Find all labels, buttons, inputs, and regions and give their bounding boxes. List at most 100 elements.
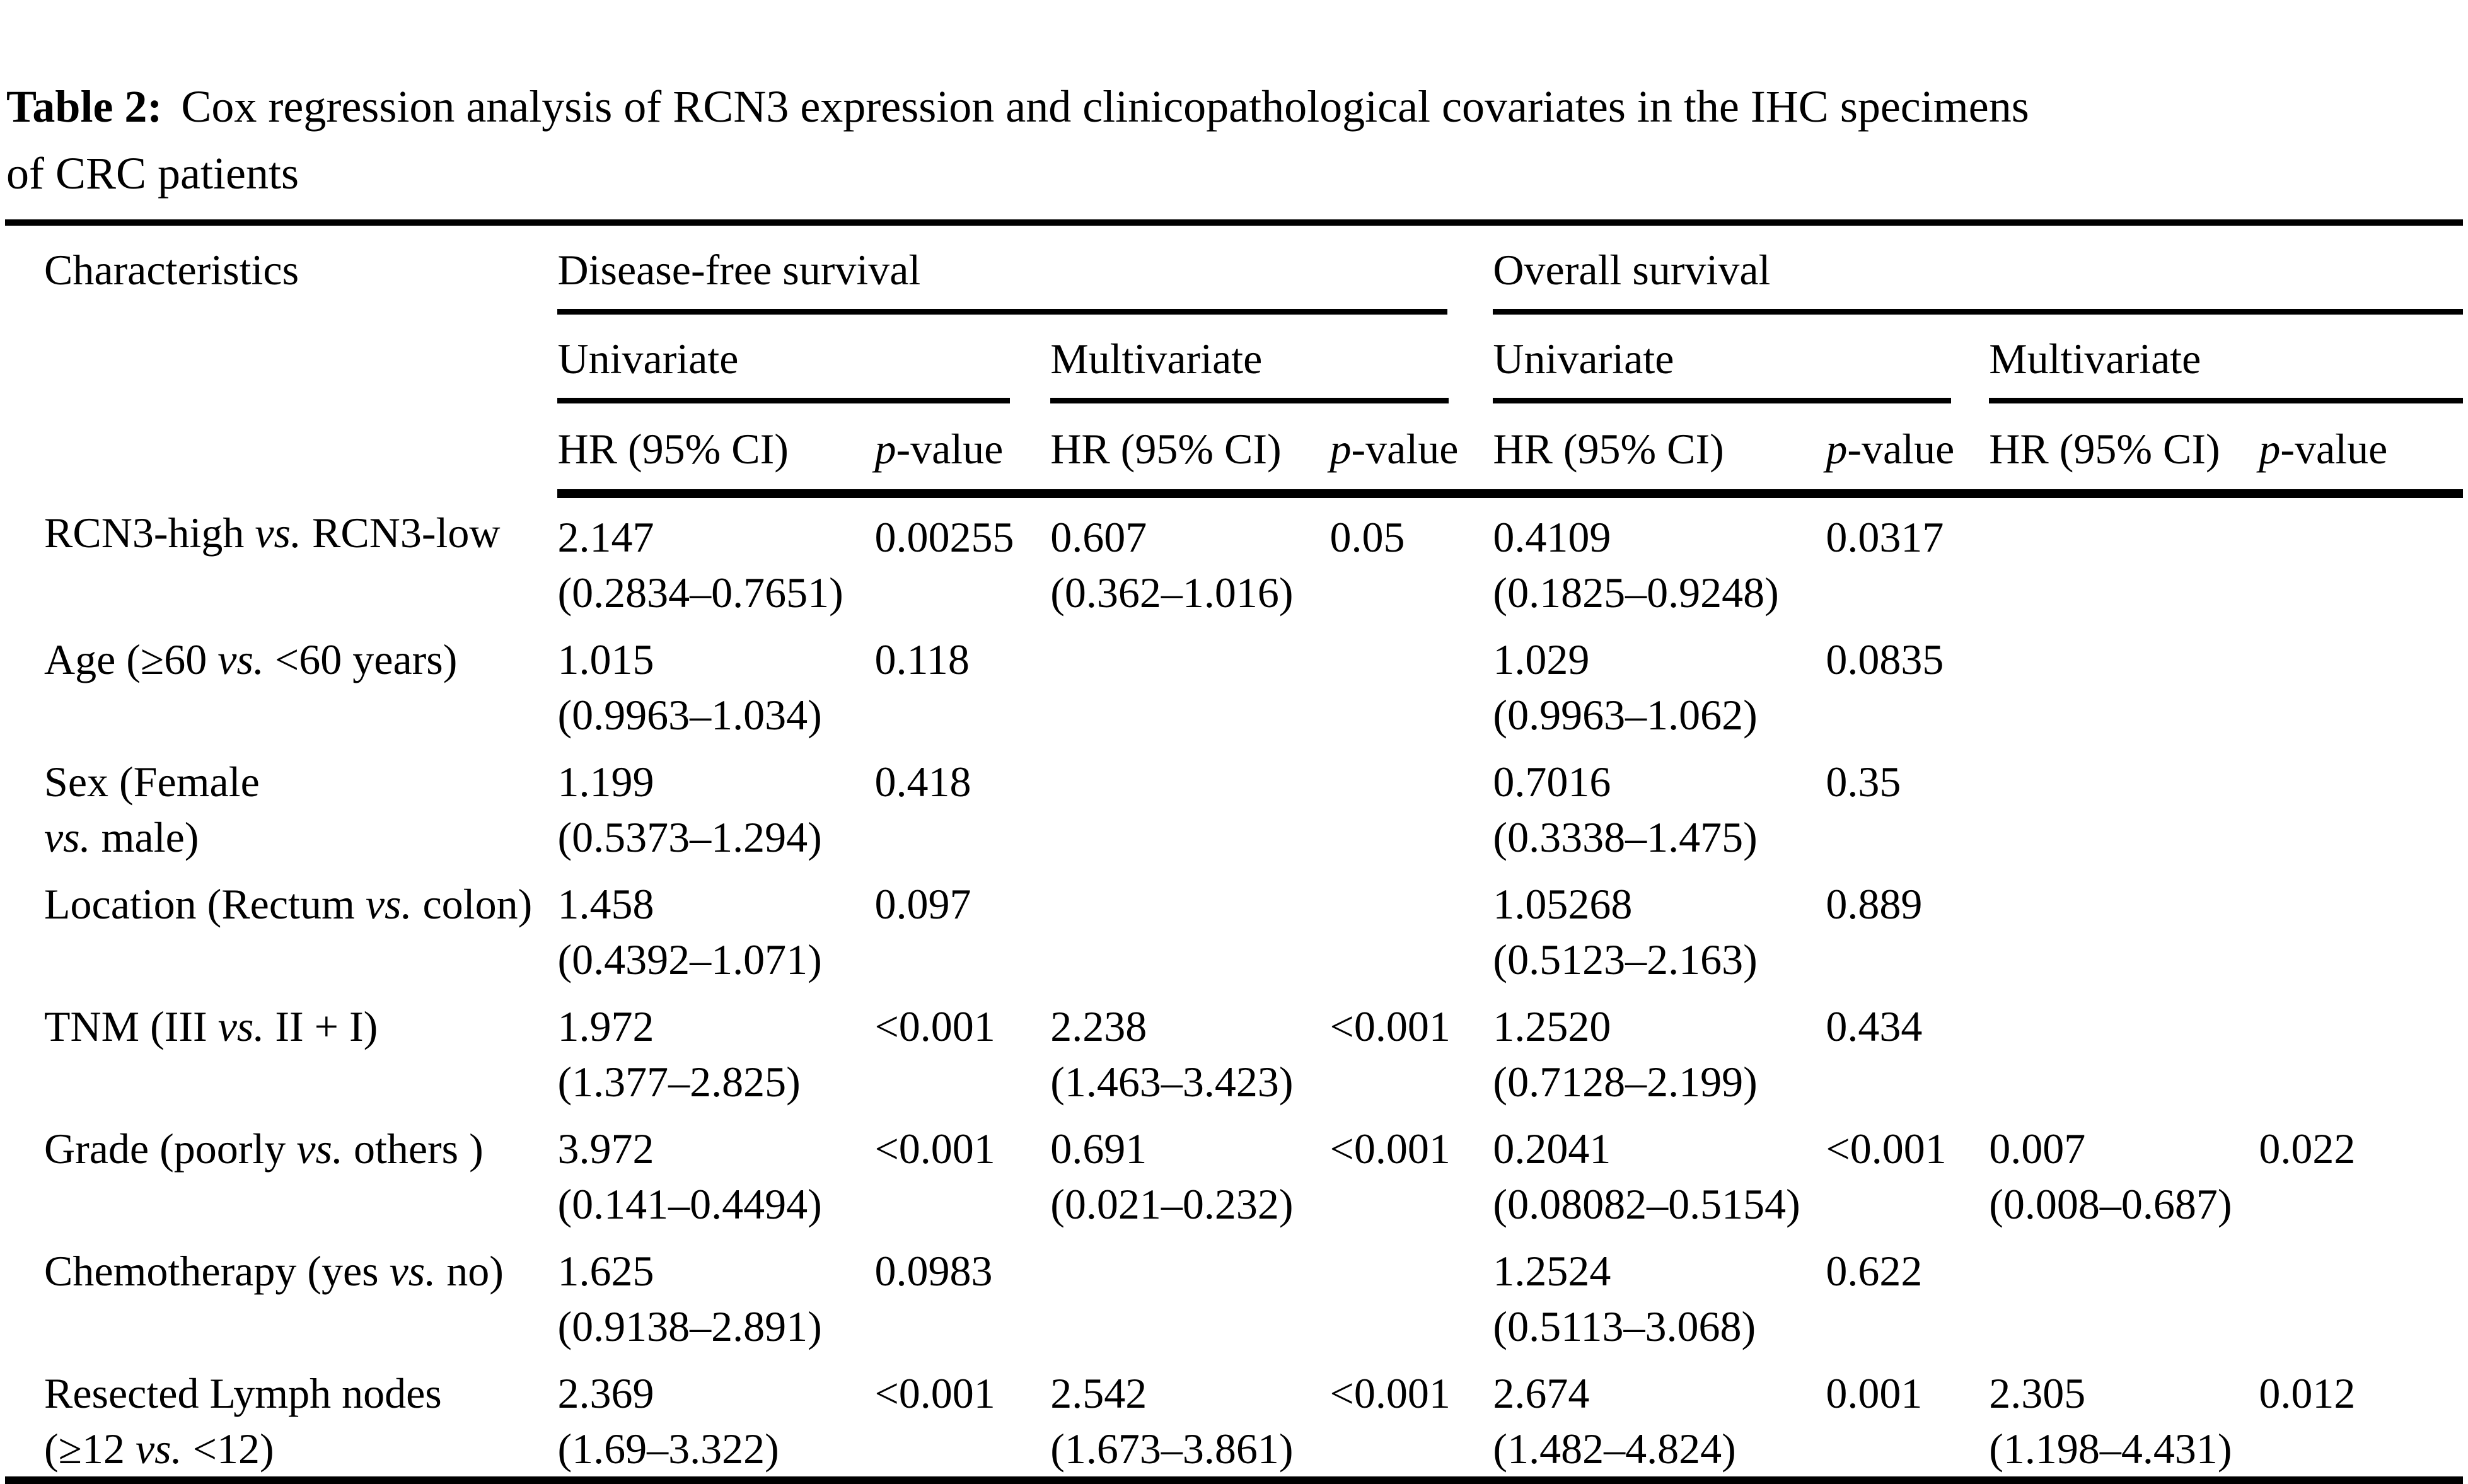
table-row: Grade (poorly vs. others ) 3.972 (0.141–… [5, 1110, 2463, 1232]
characteristic-label: Resected Lymph nodes (≥12 vs. <12) [5, 1354, 557, 1480]
cell-dfs-uni-p: 0.118 [874, 635, 970, 683]
p-suffix: -value [1351, 425, 1459, 473]
label-text: <12) [182, 1425, 274, 1473]
cell-os-uni-p: 0.0835 [1826, 635, 1944, 683]
vs-italic: vs. [135, 1425, 182, 1473]
cell-os-multi-p: 0.012 [2259, 1369, 2356, 1417]
table-row: Sex (Female vs. male) 1.199 (0.5373–1.29… [5, 743, 2463, 865]
label-text: no) [436, 1247, 504, 1295]
cell-os-uni-p: 0.434 [1826, 1002, 1923, 1050]
cell-os-multi-p [2259, 865, 2463, 987]
cell-dfs-multi-hr [1050, 1232, 1330, 1354]
cell-dfs-multi-p [1330, 743, 1493, 865]
label-text: others ) [342, 1125, 484, 1173]
header-row-groups: Characteristics Disease-free survival Ov… [5, 223, 2463, 315]
cell-dfs-multi-hr [1050, 865, 1330, 987]
cell-os-uni-p: 0.622 [1826, 1247, 1923, 1295]
label-text: <60 years) [264, 635, 458, 683]
p-italic: p [1826, 425, 1848, 473]
p-suffix: -value [2280, 425, 2388, 473]
characteristic-label: Age (≥60 vs. <60 years) [5, 620, 557, 743]
cell-dfs-uni-hr: 2.147 (0.2834–0.7651) [557, 513, 843, 617]
cell-dfs-multi-hr [1050, 620, 1330, 743]
cell-dfs-uni-p: <0.001 [874, 1002, 995, 1050]
subgroup-header-dfs-multivariate: Multivariate [1050, 315, 1493, 403]
cell-os-multi-p [2259, 743, 2463, 865]
p-italic: p [1330, 425, 1352, 473]
col-header-os-multi-p: p-value [2259, 403, 2463, 498]
col-header-os-uni-p: p-value [1826, 403, 1990, 498]
vs-italic: vs. [217, 1002, 265, 1050]
col-header-dfs-uni-hr: HR (95% CI) [557, 403, 875, 498]
cell-dfs-uni-p: 0.00255 [874, 513, 1014, 561]
cell-os-multi-hr [1989, 987, 2259, 1110]
table-row: Chemotherapy (yes vs. no) 1.625 (0.9138–… [5, 1232, 2463, 1354]
cell-dfs-uni-hr: 1.625 (0.9138–2.891) [557, 1247, 822, 1350]
col-header-os-uni-hr: HR (95% CI) [1493, 403, 1826, 498]
cell-os-multi-p [2259, 1232, 2463, 1354]
table-body: RCN3-high vs. RCN3-low 2.147 (0.2834–0.7… [5, 494, 2463, 1480]
header-row-columns: HR (95% CI) p-value HR (95% CI) p-value … [5, 403, 2463, 498]
cell-os-uni-hr: 0.4109 (0.1825–0.9248) [1493, 513, 1779, 617]
subgroup-header-dfs-univariate: Univariate [557, 315, 1050, 403]
p-italic: p [2259, 425, 2281, 473]
table-row: Resected Lymph nodes (≥12 vs. <12) 2.369… [5, 1354, 2463, 1480]
label-text: Sex (Female [44, 758, 260, 806]
table-number-label: Table 2: [6, 81, 163, 132]
cell-os-uni-hr: 1.2524 (0.5113–3.068) [1493, 1247, 1756, 1350]
subgroup-header-dfs-multivariate-label: Multivariate [1050, 315, 1449, 403]
cell-os-uni-hr: 1.029 (0.9963–1.062) [1493, 635, 1758, 739]
vs-italic: vs. [365, 880, 412, 928]
page-title: Table 2: Cox regression analysis of RCN3 … [6, 6, 2463, 207]
vs-italic: vs. [389, 1247, 436, 1295]
subgroup-header-os-multivariate: Multivariate [1989, 315, 2463, 403]
label-text: Chemotherapy (yes [44, 1247, 390, 1295]
table-row: TNM (III vs. II + I) 1.972 (1.377–2.825)… [5, 987, 2463, 1110]
characteristic-label: TNM (III vs. II + I) [5, 987, 557, 1110]
label-text: RCN3-low [301, 509, 501, 557]
characteristic-label: Grade (poorly vs. others ) [5, 1110, 557, 1232]
label-text: TNM (III [44, 1002, 218, 1050]
cell-os-multi-hr [1989, 865, 2259, 987]
cell-dfs-multi-p: <0.001 [1330, 1125, 1451, 1173]
cell-dfs-uni-p: 0.0983 [874, 1247, 993, 1295]
cell-dfs-uni-hr: 1.199 (0.5373–1.294) [557, 758, 822, 861]
cell-dfs-multi-p: 0.05 [1330, 513, 1405, 561]
cell-dfs-uni-hr: 1.015 (0.9963–1.034) [557, 635, 822, 739]
cell-os-multi-hr [1989, 494, 2259, 620]
p-italic: p [874, 425, 896, 473]
cell-dfs-uni-p: 0.097 [874, 880, 971, 928]
cox-regression-table: Characteristics Disease-free survival Ov… [5, 219, 2463, 1484]
label-text: colon) [412, 880, 533, 928]
col-header-dfs-multi-p: p-value [1330, 403, 1493, 498]
col-header-os-multi-hr: HR (95% CI) [1989, 403, 2259, 498]
col-header-characteristics: Characteristics [44, 246, 299, 294]
col-header-dfs-multi-hr: HR (95% CI) [1050, 403, 1330, 498]
characteristic-label: RCN3-high vs. RCN3-low [5, 494, 557, 620]
cell-os-multi-p [2259, 987, 2463, 1110]
cell-os-uni-p: 0.889 [1826, 880, 1923, 928]
cell-os-uni-p: 0.001 [1826, 1369, 1923, 1417]
group-header-os: Overall survival [1493, 223, 2463, 315]
cell-dfs-multi-p [1330, 620, 1493, 743]
table-row: RCN3-high vs. RCN3-low 2.147 (0.2834–0.7… [5, 494, 2463, 620]
cell-dfs-uni-p: 0.418 [874, 758, 971, 806]
cell-dfs-uni-hr: 1.458 (0.4392–1.071) [557, 880, 822, 983]
cell-dfs-uni-hr: 1.972 (1.377–2.825) [557, 1002, 801, 1106]
p-suffix: -value [1847, 425, 1955, 473]
group-header-os-label: Overall survival [1493, 226, 2463, 315]
group-header-dfs: Disease-free survival [557, 223, 1493, 315]
cell-dfs-multi-p: <0.001 [1330, 1002, 1451, 1050]
cell-dfs-uni-p: <0.001 [874, 1369, 995, 1417]
table-row: Location (Rectum vs. colon) 1.458 (0.439… [5, 865, 2463, 987]
cell-os-uni-hr: 0.2041 (0.08082–0.5154) [1493, 1125, 1800, 1228]
cell-os-multi-p [2259, 620, 2463, 743]
cell-os-uni-p: 0.0317 [1826, 513, 1944, 561]
cell-dfs-multi-hr: 0.691 (0.021–0.232) [1050, 1125, 1294, 1228]
cell-os-multi-hr: 2.305 (1.198–4.431) [1989, 1369, 2232, 1473]
vs-italic: vs. [296, 1125, 343, 1173]
cell-dfs-multi-hr: 2.238 (1.463–3.423) [1050, 1002, 1294, 1106]
cell-os-multi-hr [1989, 1232, 2259, 1354]
cell-dfs-uni-p: <0.001 [874, 1125, 995, 1173]
